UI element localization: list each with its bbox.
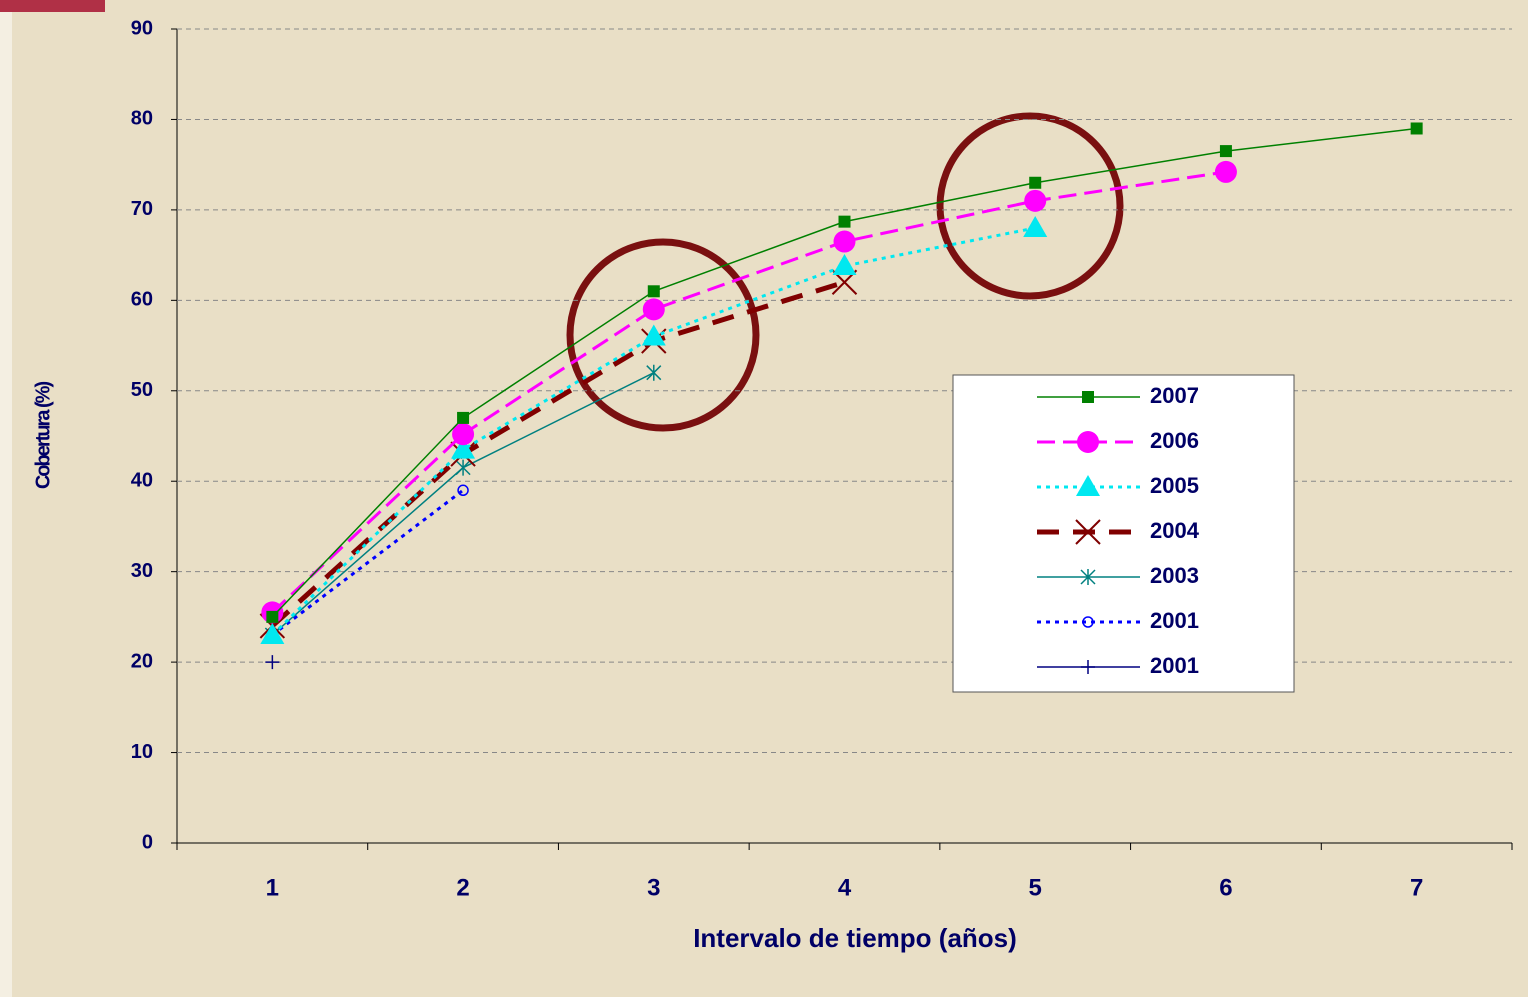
x-tick-label: 6 [1219,874,1232,901]
x-tick-label: 1 [266,874,279,901]
x-tick-label: 4 [838,874,852,901]
legend: 2007 2006 2005 2004 2003 2001 2001 [952,374,1295,693]
legend-marker [1077,431,1099,453]
marker [457,411,470,424]
marker [641,324,666,346]
legend-label: 2004 [1150,518,1200,543]
y-tick-label: 0 [142,831,153,853]
marker [457,484,469,497]
left-strip [0,0,12,997]
y-tick-label: 30 [131,560,153,582]
marker [1219,145,1232,158]
y-tick-label: 20 [131,650,153,672]
marker [266,610,279,623]
marker [260,622,285,644]
y-tick-label: 70 [131,198,153,220]
marker [647,285,660,298]
legend-label: 2003 [1150,563,1199,588]
marker [646,364,662,381]
series-line [271,489,464,637]
legend-marker [1080,569,1096,585]
legend-label: 2006 [1150,428,1199,453]
y-tick-label: 10 [131,741,153,763]
x-tick-label: 3 [647,874,660,901]
marker [452,423,475,446]
legend-label: 2001 [1150,608,1199,633]
series-line [271,170,1227,614]
marker [838,215,851,228]
marker [1214,160,1237,183]
legend-label: 2001 [1150,653,1199,678]
legend-label: 2007 [1150,383,1199,408]
marker [833,230,856,253]
x-tick-label: 2 [456,874,469,901]
marker [265,655,280,670]
legend-marker [1082,391,1094,403]
y-tick-label: 60 [131,289,153,311]
marker [1410,122,1423,135]
marker [1029,176,1042,189]
legend-label: 2005 [1150,473,1199,498]
x-tick-label: 5 [1029,874,1042,901]
y-tick-label: 50 [131,379,153,401]
legend-marker [1076,475,1100,496]
x-axis-title: Intervalo de tiempo (años) [693,923,1017,953]
series-line [270,279,846,628]
marker [1023,215,1048,237]
legend-marker [1081,660,1095,674]
y-axis-title: Cobertura (%) [32,382,54,490]
highlight-circle [566,238,760,432]
y-tick-label: 80 [131,108,153,130]
marker [832,253,857,275]
marker [1024,189,1047,212]
y-tick-label: 90 [131,17,153,39]
legend-marker [1075,519,1101,545]
x-tick-label: 7 [1410,874,1423,901]
marker [455,459,471,476]
marker [451,437,476,459]
corner-block [0,0,105,12]
y-tick-label: 40 [131,470,153,492]
marker [642,298,665,321]
legend-marker [1082,616,1094,628]
highlight-circle [936,112,1124,300]
